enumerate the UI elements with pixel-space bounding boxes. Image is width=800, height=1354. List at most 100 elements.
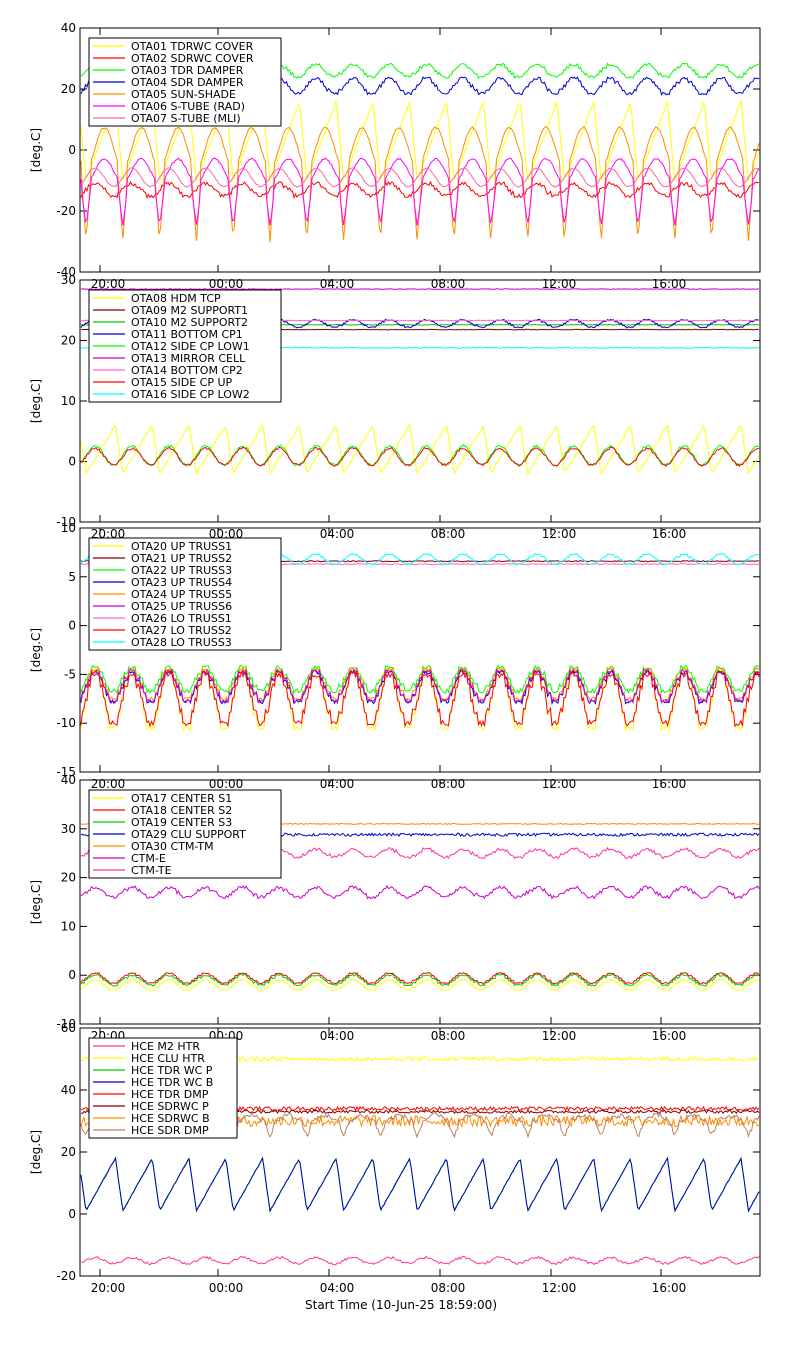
series-line-hce-tdr-wc-b	[80, 1156, 760, 1213]
y-tick-label: 10	[61, 394, 76, 408]
legend-entry: OTA05 SUN-SHADE	[131, 88, 236, 101]
series-line-ctm-e	[80, 884, 760, 900]
x-tick-label: 12:00	[542, 527, 577, 541]
x-tick-label: 20:00	[91, 777, 126, 791]
x-tick-label: 12:00	[542, 1029, 577, 1043]
y-tick-label: 0	[68, 143, 76, 157]
legend-entry: OTA19 CENTER S3	[131, 816, 232, 829]
y-tick-label: 20	[61, 82, 76, 96]
series-line-ota07-s-tube-mli	[80, 167, 759, 188]
series-line-ota06-s-tube-rad	[80, 157, 760, 226]
legend-entry: HCE SDR DMP	[131, 1124, 209, 1137]
legend-entry: OTA11 BOTTOM CP1	[131, 328, 243, 341]
legend-entry: OTA22 UP TRUSS3	[131, 564, 232, 577]
legend-entry: OTA10 M2 SUPPORT2	[131, 316, 248, 329]
series-line-ota18-center-s2	[80, 972, 760, 985]
legend-entry: OTA29 CLU SUPPORT	[131, 828, 246, 841]
legend-entry: HCE SDRWC P	[131, 1100, 209, 1113]
legend-entry: HCE TDR WC P	[131, 1064, 213, 1077]
plot-frame	[79, 779, 761, 1025]
x-tick-label: 00:00	[209, 777, 244, 791]
x-tick-label: 16:00	[652, 777, 687, 791]
legend-entry: OTA01 TDRWC COVER	[131, 40, 254, 53]
y-axis-label: [deg.C]	[29, 128, 43, 172]
legend-entry: OTA15 SIDE CP UP	[131, 376, 233, 389]
x-tick-label: 16:00	[652, 527, 687, 541]
series-line-ota17-center-s1	[80, 979, 760, 991]
y-tick-label: 5	[68, 570, 76, 584]
y-tick-label: 0	[68, 455, 76, 469]
series-line-hce-tdr-wc-p	[80, 1156, 760, 1214]
x-tick-label: 08:00	[431, 1281, 466, 1295]
y-tick-label: -40	[56, 265, 76, 279]
y-axis-label: [deg.C]	[29, 880, 43, 924]
y-tick-label: -10	[56, 716, 76, 730]
series-line-ota15-side-cp-up	[80, 446, 760, 468]
y-tick-label: 10	[61, 521, 76, 535]
y-tick-label: 20	[61, 334, 76, 348]
legend-entry: OTA26 LO TRUSS1	[131, 612, 232, 625]
legend-entry: HCE SDRWC B	[131, 1112, 210, 1125]
plot-frame	[79, 527, 761, 773]
y-tick-label: 20	[61, 1145, 76, 1159]
y-tick-label: -5	[64, 667, 76, 681]
legend-entry: OTA14 BOTTOM CP2	[131, 364, 243, 377]
legend-entry: OTA04 SDR DAMPER	[131, 76, 244, 89]
legend-box	[88, 1037, 238, 1139]
legend-entry: HCE M2 HTR	[131, 1040, 200, 1053]
legend-entry: OTA30 CTM-TM	[131, 840, 214, 853]
y-tick-label: 40	[61, 1083, 76, 1097]
legend-entry: OTA20 UP TRUSS1	[131, 540, 232, 553]
y-tick-label: -10	[56, 515, 76, 529]
x-tick-label: 04:00	[320, 777, 355, 791]
legend-entry: OTA24 UP TRUSS5	[131, 588, 232, 601]
y-tick-label: 40	[61, 21, 76, 35]
legend-entry: OTA18 CENTER S2	[131, 804, 232, 817]
legend-entry: HCE TDR DMP	[131, 1088, 209, 1101]
legend-entry: OTA17 CENTER S1	[131, 792, 232, 805]
legend-entry: OTA07 S-TUBE (MLI)	[131, 112, 241, 125]
y-tick-label: -15	[56, 765, 76, 779]
y-tick-label: -20	[56, 1269, 76, 1283]
panel-4: -10 0 10 20 30 40 20:00 00:00 04:00 08:00 12:00 16:…	[29, 773, 761, 1043]
y-tick-label: 20	[61, 871, 76, 885]
x-tick-label: 04:00	[320, 527, 355, 541]
legend-box	[88, 37, 282, 127]
x-tick-label: 12:00	[542, 777, 577, 791]
start-time-label: Start Time (10-Jun-25 18:59:00)	[305, 1298, 497, 1312]
y-axis-label: [deg.C]	[29, 379, 43, 423]
y-tick-label: 10	[61, 919, 76, 933]
legend-entry: CTM-E	[131, 852, 166, 865]
legend-entry: OTA03 TDR DAMPER	[131, 64, 244, 77]
y-tick-label: 60	[61, 1021, 76, 1035]
x-tick-label: 08:00	[431, 777, 466, 791]
series-line-hce-m2-htr	[80, 1255, 760, 1266]
x-tick-label: 12:00	[542, 1281, 577, 1295]
series-line-ota25-up-truss6	[80, 668, 760, 704]
legend-entry: OTA25 UP TRUSS6	[131, 600, 232, 613]
panel-5: -20 0 20 40 60 20:00 00:00 04:00 08:00 12:00 16:00…	[29, 1021, 761, 1295]
y-axis-label: [deg.C]	[29, 1130, 43, 1174]
x-tick-label: 08:00	[431, 527, 466, 541]
legend-entry: OTA06 S-TUBE (RAD)	[131, 100, 245, 113]
y-tick-label: 30	[61, 273, 76, 287]
legend-entry: OTA08 HDM TCP	[131, 292, 221, 305]
series-line-ota08-hdm-tcp	[80, 423, 760, 476]
y-tick-label: -10	[56, 1017, 76, 1031]
series-line-ota27-lo-truss2	[80, 669, 760, 728]
series-line-ota19-center-s3	[80, 973, 760, 987]
x-tick-label: 20:00	[91, 1281, 126, 1295]
y-tick-label: 0	[68, 619, 76, 633]
y-tick-label: -20	[56, 204, 76, 218]
legend-entry: HCE TDR WC B	[131, 1076, 213, 1089]
series-line-ota22-up-truss3	[80, 664, 760, 695]
x-tick-label: 00:00	[209, 1281, 244, 1295]
legend-entry: OTA27 LO TRUSS2	[131, 624, 232, 637]
legend-entry: OTA28 LO TRUSS3	[131, 636, 232, 649]
x-tick-label: 16:00	[652, 1029, 687, 1043]
y-tick-label: 30	[61, 822, 76, 836]
y-tick-label: 40	[61, 773, 76, 787]
